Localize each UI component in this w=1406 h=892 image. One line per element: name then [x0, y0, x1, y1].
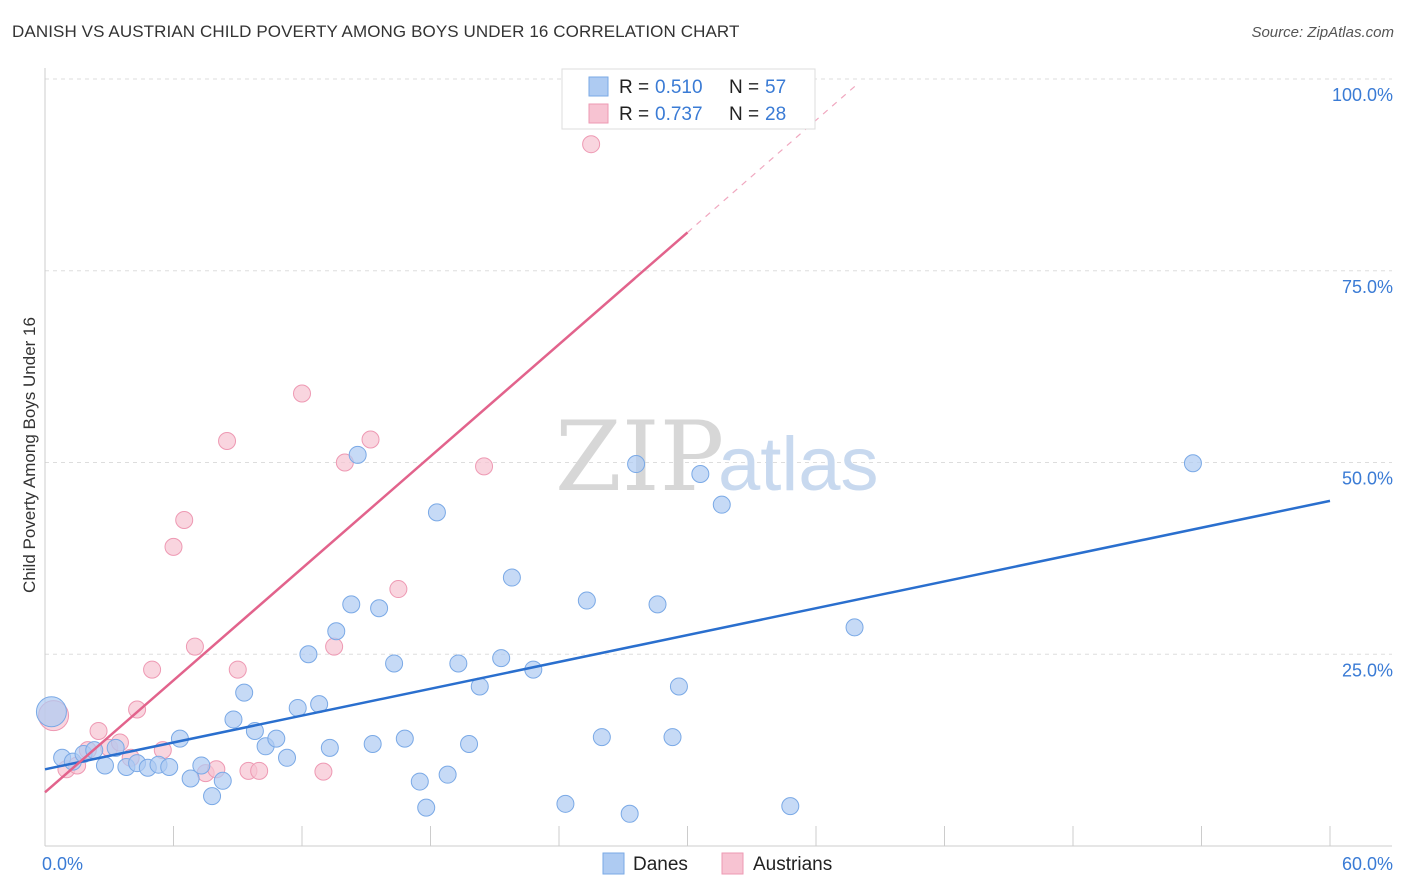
danes-point — [35, 696, 67, 728]
austrians-point — [218, 432, 237, 451]
legend-austrians-n-label: N = — [729, 104, 759, 125]
danes-point — [556, 794, 575, 813]
danes-point — [235, 683, 254, 702]
legend-austrians-r-label: R = — [619, 104, 649, 125]
austrians-point — [228, 660, 247, 679]
bottom-legend-danes: Danes — [633, 854, 688, 875]
y-tick-label: 75.0% — [1342, 277, 1393, 297]
legend-austrians-n-value: 28 — [765, 104, 786, 125]
danes-point — [192, 756, 211, 775]
x-tick-label: 0.0% — [42, 854, 83, 874]
austrians-point — [89, 721, 108, 740]
trend-lines — [44, 82, 1331, 794]
austrians-point — [582, 135, 601, 154]
austrians-point — [128, 700, 147, 719]
y-axis-title: Child Poverty Among Boys Under 16 — [20, 317, 39, 593]
danes-point — [417, 798, 436, 817]
austrians-point — [389, 580, 408, 599]
danes-point — [320, 738, 339, 757]
danes-point — [395, 729, 414, 748]
danes-point — [845, 618, 864, 637]
danes-point — [203, 787, 222, 806]
danes-point — [577, 591, 596, 610]
danes-point — [449, 654, 468, 673]
austrians-point — [475, 457, 494, 476]
danes-point — [781, 797, 800, 816]
danes-point — [663, 728, 682, 747]
danes-point — [370, 599, 389, 618]
austrians-point — [361, 430, 380, 449]
danes-point — [492, 649, 511, 668]
danes-point — [160, 757, 179, 776]
legend-swatch-danes — [588, 76, 609, 97]
danes-trend-line — [44, 499, 1331, 771]
austrians-point — [325, 637, 344, 656]
danes-point — [410, 772, 429, 791]
danes-point — [181, 769, 200, 788]
chart-title: DANISH VS AUSTRIAN CHILD POVERTY AMONG B… — [12, 22, 740, 41]
bottom-legend-austrians: Austrians — [753, 854, 832, 875]
legend-danes-r-label: R = — [619, 77, 649, 98]
austrians-point — [250, 761, 269, 780]
danes-point — [278, 748, 297, 767]
austrians-trend-line — [44, 231, 689, 794]
danes-point — [213, 771, 232, 790]
danes-point — [95, 756, 114, 775]
bottom-legend-swatch-austrians — [721, 852, 744, 875]
danes-point — [327, 622, 346, 641]
bottom-legend-swatch-danes — [602, 852, 625, 875]
danes-point — [627, 455, 646, 474]
danes-point — [106, 738, 125, 757]
austrians-point — [164, 537, 183, 556]
danes-point — [460, 734, 479, 753]
danes-point — [299, 645, 318, 664]
y-tick-labels: 25.0% 50.0% 75.0% 100.0% — [1332, 85, 1393, 680]
danes-point — [669, 677, 688, 696]
danes-point — [502, 568, 521, 587]
legend-box: R = 0.510 N = 57 R = 0.737 N = 28 — [561, 68, 816, 130]
danes-point — [712, 495, 731, 514]
x-tick-label: 60.0% — [1342, 854, 1393, 874]
danes-point — [385, 654, 404, 673]
x-tick-labels: 0.0% 60.0% — [42, 854, 1393, 874]
danes-point — [691, 465, 710, 484]
bottom-legend: Danes Austrians — [602, 852, 832, 875]
y-tick-label: 25.0% — [1342, 660, 1393, 680]
y-tick-label: 100.0% — [1332, 85, 1393, 105]
danes-point — [427, 503, 446, 522]
legend-danes-n-label: N = — [729, 77, 759, 98]
watermark-atlas: atlas — [718, 422, 879, 507]
danes-point — [1183, 454, 1202, 473]
danes-point — [648, 595, 667, 614]
danes-point — [620, 804, 639, 823]
danes-point — [342, 595, 361, 614]
source-credit: Source: ZipAtlas.com — [1251, 24, 1394, 41]
watermark: ZIP atlas — [555, 401, 879, 513]
legend-danes-n-value: 57 — [765, 77, 786, 98]
legend-swatch-austrians — [588, 103, 609, 124]
danes-point — [348, 445, 367, 464]
austrians-point — [175, 511, 194, 530]
austrians-point — [185, 637, 204, 656]
danes-point — [592, 728, 611, 747]
danes-point — [224, 710, 243, 729]
austrians-point — [314, 762, 333, 781]
danes-point — [438, 765, 457, 784]
legend-danes-r-value: 0.510 — [655, 77, 703, 98]
y-tick-label: 50.0% — [1342, 469, 1393, 489]
danes-point — [267, 729, 286, 748]
legend-austrians-r-value: 0.737 — [655, 104, 703, 125]
danes-point — [288, 698, 307, 717]
austrians-point — [293, 384, 311, 403]
grid-lines — [45, 78, 1392, 655]
austrians-trend-extension — [687, 82, 860, 233]
danes-point — [363, 734, 382, 753]
austrians-point — [143, 660, 162, 679]
